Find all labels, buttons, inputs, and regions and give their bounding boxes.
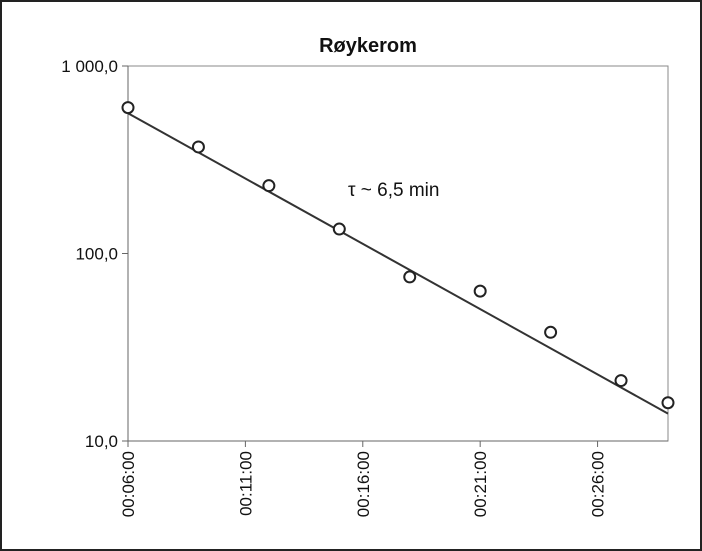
data-point: [121, 101, 135, 115]
tau-annotation: τ ~ 6,5 min: [348, 180, 439, 201]
fit-line-group: [127, 112, 669, 415]
data-point: [661, 396, 675, 410]
fit-line: [127, 112, 669, 415]
data-point: [544, 325, 558, 339]
y-tick-label: 1 000,0: [61, 57, 118, 76]
data-point: [614, 374, 628, 388]
data-point: [332, 222, 346, 236]
points-group: [121, 101, 675, 410]
x-tick-label: 00:06:00: [119, 451, 138, 517]
x-tick-label: 00:26:00: [589, 451, 608, 517]
x-tick-label: 00:11:00: [236, 451, 255, 516]
data-point: [191, 140, 205, 154]
chart-title: Røykerom: [319, 35, 417, 57]
data-point: [262, 179, 276, 193]
axes: 10,0 100,0 1 000,0 00:06:00 00:11:00 00:16:00…: [61, 57, 668, 517]
y-tick-label: 10,0: [85, 432, 118, 451]
y-tick-label: 100,0: [75, 245, 118, 264]
x-tick-label: 00:16:00: [354, 451, 373, 517]
x-tick-label: 00:21:00: [471, 451, 490, 517]
data-point: [473, 284, 487, 298]
data-point: [403, 270, 417, 284]
